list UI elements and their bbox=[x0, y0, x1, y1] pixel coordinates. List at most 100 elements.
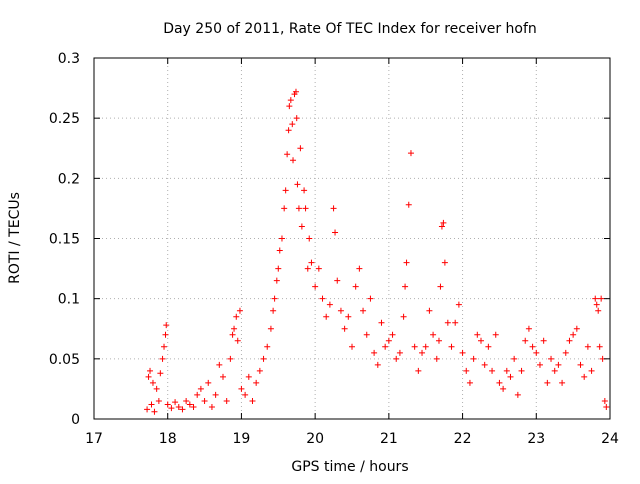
data-point bbox=[341, 325, 348, 332]
data-point bbox=[403, 259, 410, 266]
data-point bbox=[186, 401, 193, 408]
data-point bbox=[466, 379, 473, 386]
data-point bbox=[144, 406, 151, 413]
data-point bbox=[183, 397, 190, 404]
data-point bbox=[264, 343, 271, 350]
data-point bbox=[440, 219, 447, 226]
data-point bbox=[382, 343, 389, 350]
data-point bbox=[289, 121, 296, 128]
data-point bbox=[337, 307, 344, 314]
tick-labels: 17 18 19 20 21 22 23 24 0 0.05 0.1 0.15 0.2 0.25 0.3 bbox=[49, 51, 619, 447]
y-tick-label: 0.1 bbox=[58, 292, 80, 308]
data-point bbox=[281, 205, 288, 212]
data-point bbox=[157, 370, 164, 377]
data-point bbox=[345, 313, 352, 320]
data-point bbox=[229, 331, 236, 338]
data-point bbox=[371, 349, 378, 356]
data-point bbox=[163, 322, 170, 329]
data-point bbox=[275, 265, 282, 272]
x-tick-label: 23 bbox=[527, 431, 545, 447]
data-point bbox=[319, 295, 326, 302]
data-point bbox=[393, 355, 400, 362]
data-point bbox=[536, 361, 543, 368]
data-point bbox=[459, 349, 466, 356]
data-point bbox=[326, 301, 333, 308]
data-point bbox=[292, 88, 299, 95]
data-point bbox=[278, 235, 285, 242]
data-point bbox=[155, 397, 162, 404]
data-point bbox=[444, 319, 451, 326]
data-point bbox=[276, 247, 283, 254]
data-point bbox=[430, 331, 437, 338]
data-point bbox=[197, 385, 204, 392]
data-point bbox=[236, 307, 243, 314]
data-point bbox=[593, 301, 600, 308]
data-point bbox=[212, 391, 219, 398]
data-point bbox=[216, 361, 223, 368]
data-point bbox=[179, 406, 186, 413]
data-point bbox=[598, 295, 605, 302]
data-point bbox=[500, 385, 507, 392]
y-tick-label: 0.05 bbox=[49, 352, 80, 368]
data-point bbox=[234, 337, 241, 344]
data-point bbox=[415, 367, 422, 374]
data-point bbox=[294, 181, 301, 188]
data-point bbox=[330, 205, 337, 212]
data-point bbox=[301, 187, 308, 194]
data-point bbox=[367, 295, 374, 302]
data-point bbox=[562, 349, 569, 356]
data-point bbox=[148, 401, 155, 408]
data-point bbox=[570, 331, 577, 338]
data-point bbox=[478, 337, 484, 344]
x-axis-label: GPS time / hours bbox=[291, 459, 408, 475]
data-point bbox=[360, 307, 367, 314]
x-tick-label: 18 bbox=[159, 431, 177, 447]
data-point bbox=[308, 259, 315, 266]
data-point bbox=[253, 379, 260, 386]
data-point bbox=[485, 343, 492, 350]
data-point bbox=[566, 337, 573, 344]
data-point bbox=[190, 403, 197, 410]
data-point bbox=[588, 367, 595, 374]
data-point bbox=[332, 229, 339, 236]
axis-ticks bbox=[93, 57, 611, 420]
data-point bbox=[249, 397, 256, 404]
data-point bbox=[511, 355, 518, 362]
data-point bbox=[529, 343, 536, 350]
data-point bbox=[270, 307, 277, 314]
data-point bbox=[363, 331, 370, 338]
data-point bbox=[323, 313, 330, 320]
data-point bbox=[231, 325, 238, 332]
data-point bbox=[581, 373, 588, 380]
data-point bbox=[159, 355, 166, 362]
data-point bbox=[172, 399, 179, 406]
data-point bbox=[284, 151, 291, 158]
grid-lines bbox=[94, 58, 610, 419]
data-point bbox=[396, 349, 403, 356]
data-point bbox=[448, 343, 455, 350]
data-point bbox=[514, 391, 521, 398]
data-point bbox=[551, 367, 558, 374]
data-point bbox=[411, 343, 418, 350]
data-point bbox=[304, 265, 311, 272]
x-tick-label: 24 bbox=[601, 431, 619, 447]
data-point bbox=[149, 379, 156, 386]
data-point bbox=[525, 325, 532, 332]
data-point bbox=[400, 313, 407, 320]
data-point bbox=[405, 201, 412, 208]
data-point bbox=[297, 145, 304, 152]
data-point bbox=[470, 355, 477, 362]
data-point bbox=[267, 325, 274, 332]
data-point bbox=[419, 349, 426, 356]
data-point bbox=[463, 367, 470, 374]
data-point bbox=[298, 223, 305, 230]
data-point bbox=[201, 397, 208, 404]
data-point bbox=[540, 337, 547, 344]
data-point bbox=[356, 265, 363, 272]
x-tick-label: 21 bbox=[380, 431, 398, 447]
data-point bbox=[474, 331, 481, 338]
data-point bbox=[592, 295, 599, 302]
data-point bbox=[233, 313, 240, 320]
data-point bbox=[302, 205, 309, 212]
data-point bbox=[389, 331, 396, 338]
